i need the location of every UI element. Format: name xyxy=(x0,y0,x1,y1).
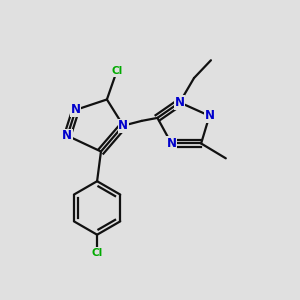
Text: N: N xyxy=(167,137,176,150)
Text: N: N xyxy=(204,109,214,122)
Text: Cl: Cl xyxy=(111,66,122,76)
Text: N: N xyxy=(118,119,128,132)
Text: N: N xyxy=(175,96,185,109)
Text: Cl: Cl xyxy=(92,248,103,257)
Text: N: N xyxy=(71,103,81,116)
Text: N: N xyxy=(62,129,72,142)
